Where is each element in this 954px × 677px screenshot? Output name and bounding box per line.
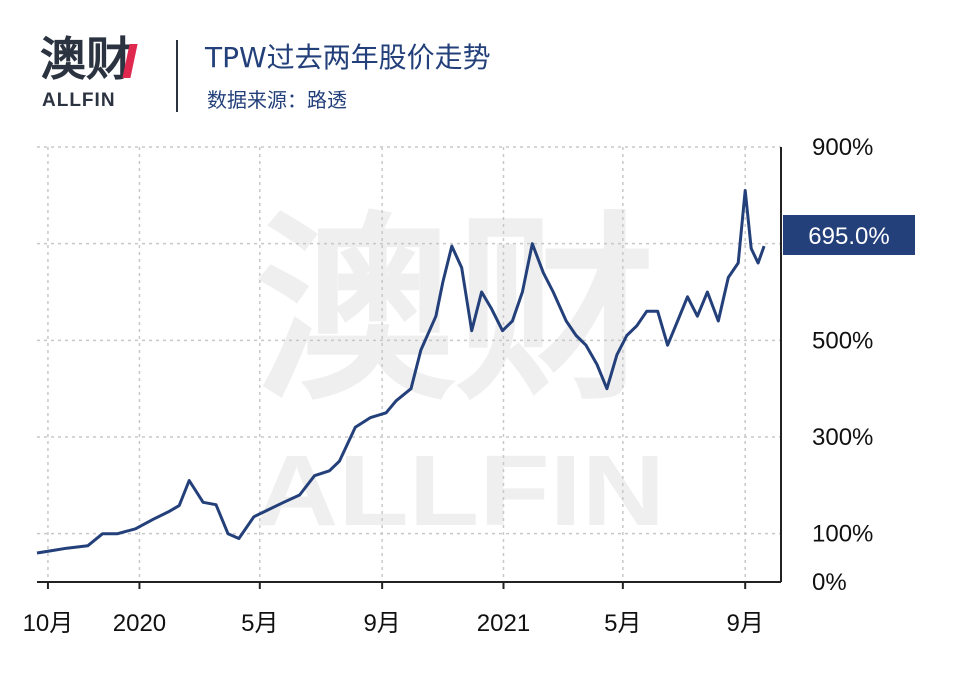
header-divider (176, 40, 178, 112)
last-value-label: 695.0% (808, 223, 889, 250)
x-axis-ticks: 10月 2020 5月 9月 2021 5月 9月 (23, 582, 764, 637)
watermark-english: ALLFIN (255, 435, 665, 547)
y-tick-label: 300% (812, 424, 873, 451)
chart-title: TPW过去两年股价走势 (205, 41, 491, 74)
last-value-badge: 695.0% (783, 215, 915, 255)
x-tick-label: 9月 (363, 610, 400, 637)
chart-source: 数据来源：路透 (207, 88, 347, 112)
y-tick-label: 100% (812, 521, 873, 548)
logo-english-text: ALLFIN (42, 90, 116, 111)
allfin-logo: 澳财 ALLFIN (40, 32, 144, 116)
x-tick-label: 5月 (241, 610, 278, 637)
y-tick-label: 500% (812, 327, 873, 354)
logo-chinese-text: 澳财 (40, 32, 132, 86)
y-tick-label: 0% (812, 569, 847, 596)
y-axis-ticks: 900%700%500%300%100%0% (812, 134, 873, 596)
x-tick-label: 5月 (604, 610, 641, 637)
y-tick-label: 900% (812, 134, 873, 161)
x-tick-label: 9月 (727, 610, 764, 637)
x-tick-label: 2021 (477, 610, 530, 637)
watermark-chinese: 澳财 (255, 195, 655, 428)
x-tick-label: 10月 (23, 610, 74, 637)
last-value-badge-bg (783, 215, 915, 255)
price-line-series (36, 189, 766, 555)
watermark: 澳财 ALLFIN (255, 195, 665, 547)
x-tick-label: 2020 (113, 610, 166, 637)
chart-grid (37, 146, 781, 582)
